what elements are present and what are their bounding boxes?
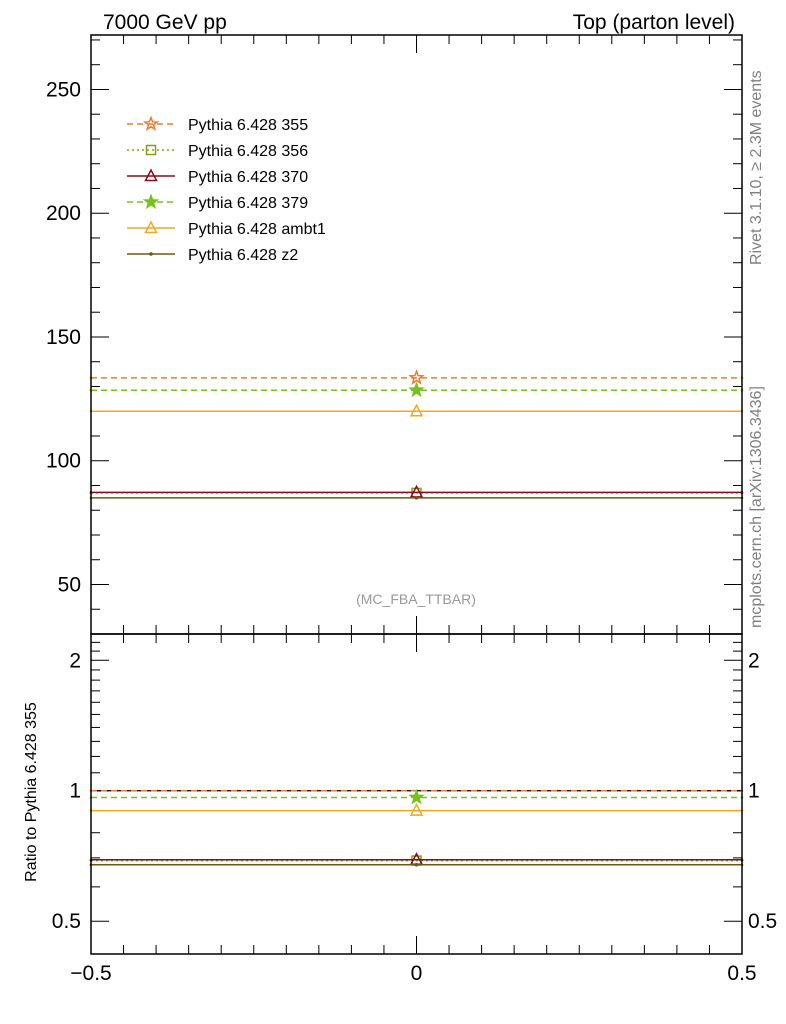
- header-left-title: 7000 GeV pp: [103, 11, 227, 34]
- data-point-marker: [409, 802, 424, 816]
- legend-marker-1: [145, 144, 157, 156]
- y-tick-label: 2: [69, 649, 81, 672]
- data-point-marker: [408, 788, 425, 805]
- legend-marker-5: [149, 252, 153, 256]
- legend-marker-2: [144, 168, 158, 182]
- y-tick-label: 50: [58, 573, 81, 596]
- legend-entry-label: Pythia 6.428 356: [188, 143, 308, 160]
- analysis-watermark: (MC_FBA_TTBAR): [356, 591, 476, 607]
- legend-entry-label: Pythia 6.428 ambt1: [188, 221, 326, 238]
- y-tick-label: 250: [46, 78, 81, 101]
- y-tick-label: 0.5: [52, 910, 81, 933]
- y-tick-label-right: 1: [748, 780, 760, 803]
- main-plot-panel: 50 100 150 200 250: [46, 34, 744, 635]
- legend-entry-label: Pythia 6.428 370: [188, 169, 308, 186]
- data-point-marker: [409, 403, 424, 417]
- legend-entry-label: Pythia 6.428 355: [188, 117, 308, 134]
- ratio-plot-frame: [90, 633, 743, 955]
- ratio-y-axis-label: Ratio to Pythia 6.428 355: [23, 702, 40, 882]
- data-point-marker: [414, 862, 419, 867]
- legend-marker-3: [142, 193, 160, 210]
- y-tick-label: 200: [46, 202, 81, 225]
- y-tick-label-right: 2: [748, 649, 760, 672]
- x-tick-label: 0: [411, 962, 423, 985]
- data-point-marker: [408, 381, 425, 398]
- legend-entry-label: Pythia 6.428 379: [188, 195, 308, 212]
- side-label-top: Rivet 3.1.10, ≥ 2.3M events: [748, 70, 765, 265]
- side-label-bottom: mcplots.cern.ch [arXiv:1306.3436]: [748, 386, 765, 628]
- y-tick-label: 150: [46, 326, 81, 349]
- header-right-title: Top (parton level): [573, 11, 735, 34]
- data-point-marker: [414, 496, 419, 500]
- ratio-plot-panel: 0.5 0.5 1 1 2 2 −0.5 0 0.5: [52, 633, 777, 985]
- legend-marker-0: [142, 115, 160, 132]
- legend-entry-label: Pythia 6.428 z2: [188, 247, 298, 264]
- y-tick-label-right: 0.5: [748, 910, 777, 933]
- data-point-marker: [408, 369, 425, 385]
- x-tick-label: −0.5: [70, 962, 111, 985]
- y-tick-label: 100: [46, 450, 81, 473]
- legend: Pythia 6.428 355 Pythia 6.428 356 Pythia 6…: [127, 115, 326, 264]
- y-tick-label: 1: [69, 780, 81, 803]
- legend-marker-4: [144, 220, 158, 234]
- x-tick-label: 0.5: [727, 962, 756, 985]
